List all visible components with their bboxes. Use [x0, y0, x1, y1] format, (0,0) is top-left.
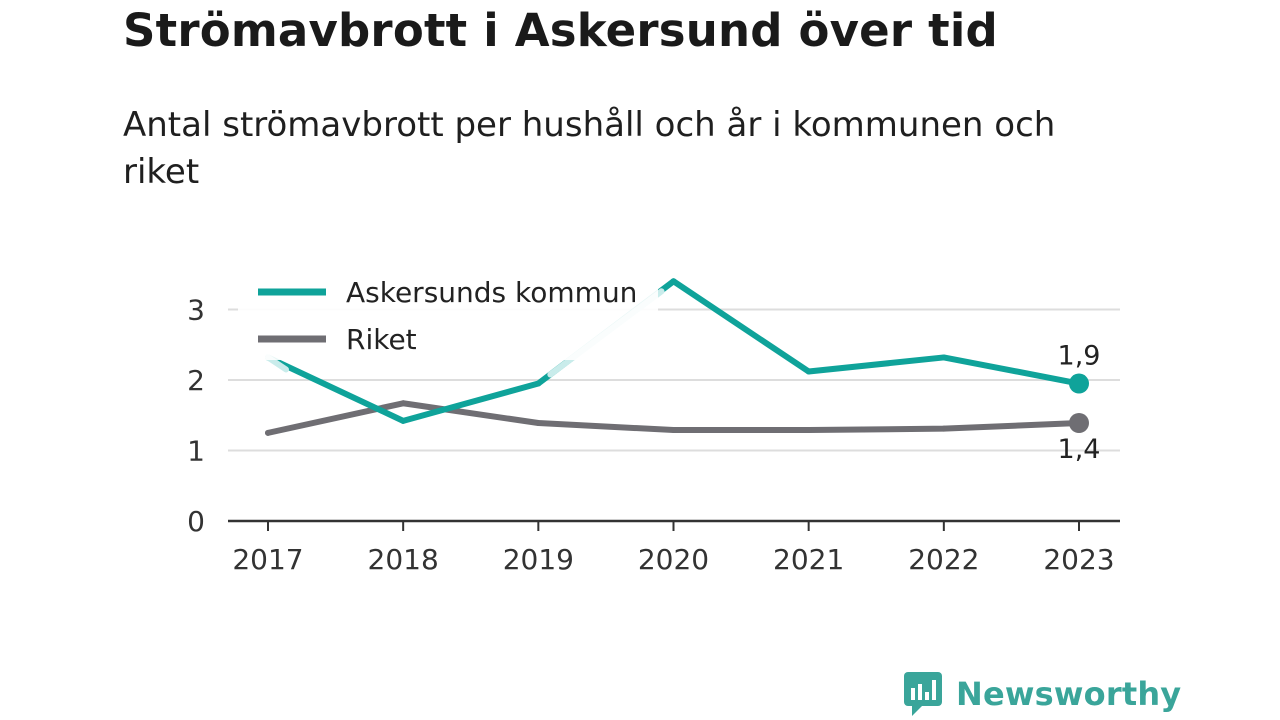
legend-background — [238, 270, 658, 360]
data-labels: 1,9 1,4 — [1058, 341, 1101, 465]
x-tick-label-2017: 2017 — [232, 543, 303, 576]
brand-name: Newsworthy — [956, 675, 1182, 713]
legend: Askersunds kommun Riket — [238, 270, 658, 360]
chart-subtitle: Antal strömavbrott per hushåll och år i … — [123, 105, 1056, 192]
x-tick-label-2023: 2023 — [1043, 543, 1114, 576]
data-point-riket-2017 — [265, 429, 271, 436]
x-tick-label-2021: 2021 — [773, 543, 844, 576]
x-tick-label-2018: 2018 — [368, 543, 439, 576]
data-point-kommun-2022 — [940, 354, 947, 361]
x-tick-label-2022: 2022 — [908, 543, 979, 576]
y-axis-ticks: 0 1 2 3 — [187, 294, 205, 539]
y-tick-label-3: 3 — [187, 294, 205, 327]
y-tick-label-1: 1 — [187, 435, 205, 468]
end-marker-riket — [1069, 413, 1089, 434]
data-point-kommun-2018 — [400, 417, 407, 424]
data-point-kommun-2020 — [670, 278, 677, 285]
data-point-riket-2019 — [535, 420, 542, 427]
y-tick-label-2: 2 — [187, 364, 205, 397]
end-label-riket: 1,4 — [1058, 434, 1101, 465]
data-point-riket-2022 — [940, 425, 947, 432]
y-tick-label-0: 0 — [187, 505, 205, 538]
x-tick-label-2020: 2020 — [638, 543, 709, 576]
chart-title: Strömavbrott i Askersund över tid — [123, 4, 998, 57]
end-marker-kommun — [1069, 373, 1089, 394]
data-point-kommun-2019 — [535, 380, 542, 387]
legend-label-kommun: Askersunds kommun — [346, 276, 637, 309]
x-tick-label-2019: 2019 — [503, 543, 574, 576]
data-point-riket-2018 — [400, 400, 407, 407]
data-point-riket-2020 — [670, 427, 677, 434]
brand-logo: Newsworthy — [902, 670, 1181, 718]
end-label-kommun: 1,9 — [1058, 341, 1101, 372]
newsworthy-logo-icon — [904, 672, 942, 716]
data-point-riket-2021 — [805, 427, 812, 434]
legend-label-riket: Riket — [346, 323, 417, 356]
data-point-kommun-2021 — [805, 368, 812, 375]
x-axis-ticks: 2017 2018 2019 2020 2021 2022 2023 — [232, 521, 1115, 576]
